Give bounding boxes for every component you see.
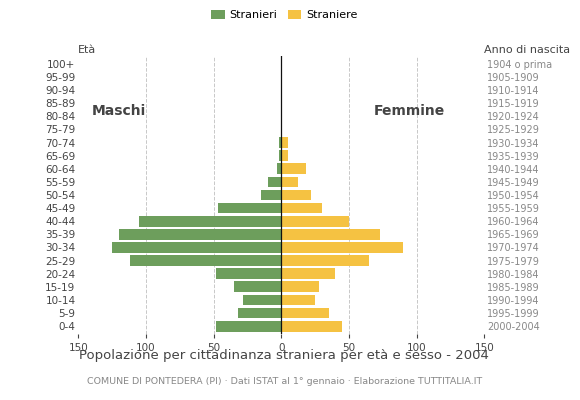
Bar: [268, 176, 281, 187]
Bar: [281, 242, 403, 253]
Bar: [281, 229, 380, 240]
Bar: [130, 255, 281, 266]
Bar: [244, 294, 281, 305]
Text: Femmine: Femmine: [374, 104, 445, 118]
Bar: [281, 216, 349, 227]
Bar: [281, 203, 322, 214]
Bar: [216, 268, 281, 279]
Bar: [281, 282, 319, 292]
Text: Età: Età: [78, 45, 96, 55]
Bar: [281, 150, 288, 161]
Bar: [281, 190, 311, 200]
Bar: [281, 163, 306, 174]
Bar: [281, 294, 315, 305]
Bar: [261, 190, 281, 200]
Bar: [112, 242, 281, 253]
Bar: [281, 137, 288, 148]
Bar: [234, 282, 281, 292]
Bar: [216, 321, 281, 332]
Bar: [238, 308, 281, 318]
Text: Anno di nascita: Anno di nascita: [484, 45, 570, 55]
Text: Maschi: Maschi: [92, 104, 146, 118]
Legend: Stranieri, Straniere: Stranieri, Straniere: [207, 6, 361, 24]
Bar: [139, 216, 281, 227]
Bar: [218, 203, 281, 214]
Text: Popolazione per cittadinanza straniera per età e sesso - 2004: Popolazione per cittadinanza straniera p…: [79, 349, 489, 362]
Bar: [278, 137, 281, 148]
Bar: [281, 321, 342, 332]
Bar: [119, 229, 281, 240]
Bar: [278, 150, 281, 161]
Text: COMUNE DI PONTEDERA (PI) · Dati ISTAT al 1° gennaio · Elaborazione TUTTITALIA.IT: COMUNE DI PONTEDERA (PI) · Dati ISTAT al…: [86, 377, 482, 386]
Bar: [281, 308, 329, 318]
Bar: [281, 268, 335, 279]
Bar: [277, 163, 281, 174]
Bar: [281, 176, 298, 187]
Bar: [281, 255, 369, 266]
